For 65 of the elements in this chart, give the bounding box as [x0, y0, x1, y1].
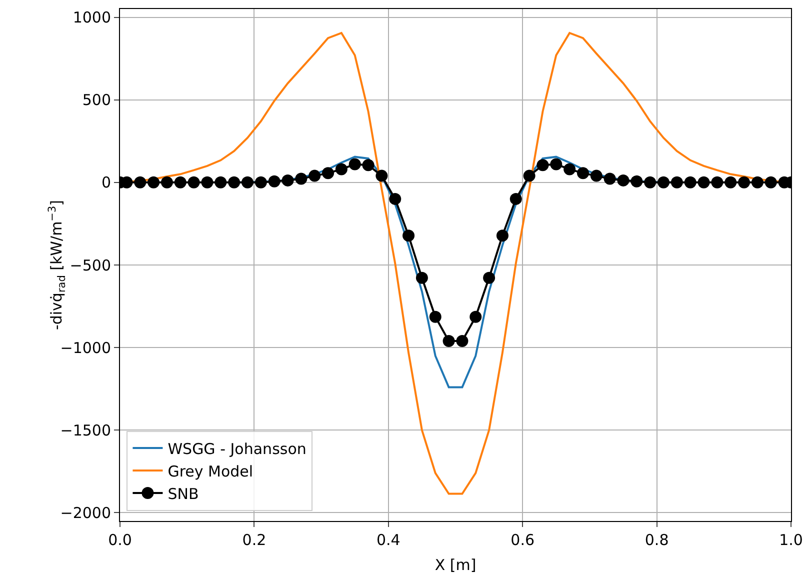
point	[496, 230, 508, 242]
x-tick-label: 0.4	[376, 531, 400, 549]
point	[470, 310, 482, 323]
y-tick-label: 1000	[72, 8, 111, 27]
point	[590, 170, 602, 182]
point	[308, 170, 321, 182]
point	[724, 176, 737, 188]
point	[564, 163, 576, 176]
point	[214, 176, 227, 188]
point	[389, 192, 402, 205]
point	[483, 272, 496, 284]
point	[134, 176, 146, 188]
point	[188, 176, 200, 188]
point	[523, 170, 536, 182]
point	[576, 167, 589, 180]
x-tick-label: 0.0	[108, 531, 132, 549]
y-tick-label: −1000	[60, 338, 111, 357]
x-tick-label: 0.2	[242, 531, 266, 549]
point	[751, 176, 764, 188]
point	[362, 159, 374, 172]
point	[201, 176, 214, 188]
point	[322, 167, 334, 180]
point	[630, 175, 643, 188]
point	[658, 176, 670, 188]
x-axis-title: X [m]	[434, 556, 476, 574]
point	[604, 172, 616, 185]
point	[282, 174, 294, 186]
point	[550, 158, 562, 170]
point	[456, 334, 468, 347]
point	[617, 174, 630, 186]
point	[510, 192, 522, 205]
point	[376, 170, 388, 182]
point	[148, 176, 160, 188]
point	[644, 176, 656, 188]
point	[268, 175, 280, 188]
point	[335, 163, 348, 176]
y-tick-label: 0	[101, 174, 111, 192]
point	[429, 310, 442, 323]
point	[684, 176, 696, 188]
legend-label: SNB	[168, 484, 199, 503]
point	[698, 176, 710, 188]
y-tick-label: −1500	[60, 421, 111, 440]
point	[711, 176, 724, 188]
point	[348, 158, 361, 170]
point	[536, 159, 549, 172]
y-tick-label: −500	[70, 256, 111, 274]
legend-label: WSGG - Johansson	[168, 440, 306, 458]
x-tick-label: 0.8	[644, 531, 669, 549]
legend-label: Grey Model	[168, 462, 254, 480]
point	[295, 172, 308, 185]
point	[416, 272, 428, 284]
point	[160, 176, 173, 188]
point	[228, 176, 240, 188]
x-tick-label: 0.6	[510, 531, 535, 549]
y-tick-label: 500	[82, 91, 111, 110]
y-tick-label: −2000	[60, 504, 111, 522]
point	[764, 176, 777, 188]
point	[402, 230, 415, 242]
point	[442, 334, 455, 347]
point	[738, 176, 750, 188]
point	[241, 176, 254, 188]
point	[174, 176, 186, 188]
point	[254, 176, 267, 188]
x-tick-label: 1.0	[779, 531, 803, 549]
point	[670, 176, 683, 188]
